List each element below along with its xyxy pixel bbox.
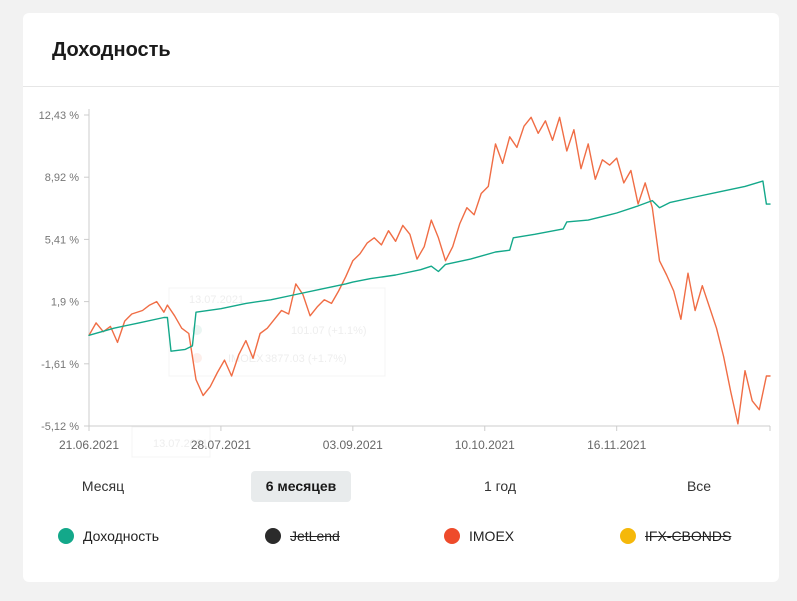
y-tick-label: 8,92 % [45, 172, 79, 184]
legend-item-jetlend[interactable]: JetLend [265, 525, 340, 547]
legend-label: IMOEX [469, 528, 515, 544]
x-tick-label: 10.10.2021 [455, 438, 515, 452]
x-tick-label: 28.07.2021 [191, 438, 251, 452]
legend-dot-icon [444, 528, 460, 544]
legend-label: IFX-CBONDS [645, 528, 732, 544]
period-button-all[interactable]: Все [686, 478, 712, 494]
legend-item-imoex[interactable]: IMOEX [444, 525, 514, 547]
legend-label: JetLend [290, 528, 340, 544]
x-tick-label: 16.11.2021 [587, 438, 646, 452]
card-title: Доходность [52, 39, 171, 61]
legend-item-dokhodnost[interactable]: Доходность [58, 525, 159, 547]
legend-item-ifx-cbonds[interactable]: IFX-CBONDS [620, 525, 731, 547]
ghost-tooltip-date: 13.07.2021 [189, 294, 244, 306]
y-tick-label: 1,9 % [51, 297, 79, 309]
period-selector: Месяц 6 месяцев 1 год Все [23, 471, 779, 503]
y-tick-label: 12,43 % [39, 110, 80, 122]
header-divider [23, 86, 779, 87]
ghost-date-pill [131, 426, 211, 458]
legend-dot-icon [58, 528, 74, 544]
yield-card: Доходность 13.07.2021 101.07 (+1.1%) IMO… [23, 13, 779, 582]
yield-chart[interactable]: 13.07.2021 101.07 (+1.1%) IMOEX 3877.03 … [23, 13, 779, 463]
x-tick-label: 03.09.2021 [323, 438, 383, 452]
legend-dot-icon [265, 528, 281, 544]
series-layer [88, 116, 771, 425]
y-tick-label: 5,41 % [45, 234, 79, 246]
ghost-tooltip-dot-2 [192, 353, 202, 363]
period-button-6-months[interactable]: 6 месяцев [251, 471, 351, 502]
y-tick-label: -5,12 % [41, 421, 79, 433]
ghost-tooltip-row-2-name: IMOEX [228, 353, 264, 365]
x-axis: 21.06.2021 28.07.2021 03.09.2021 10.10.2021… [59, 425, 771, 452]
period-button-1-year[interactable]: 1 год [483, 478, 517, 494]
y-axis: 12,43 % 8,92 % 5,41 % 1,9 % -1,61 % -5,12 % [39, 109, 90, 433]
ghost-tooltip-row-2: 3877.03 (+1.7%) [265, 353, 347, 365]
chart-legend: Доходность JetLend IMOEX IFX-CBONDS [23, 525, 779, 547]
legend-label: Доходность [83, 528, 159, 544]
ghost-tooltip: 13.07.2021 101.07 (+1.1%) IMOEX 3877.03 … [131, 287, 386, 458]
x-tick-label: 21.06.2021 [59, 438, 119, 452]
ghost-date-pill-label: 13.07.2021 [153, 438, 208, 450]
series-line-dokhodnost [88, 180, 771, 352]
series-line-imoex [88, 116, 771, 425]
y-tick-label: -1,61 % [41, 359, 79, 371]
period-button-month[interactable]: Месяц [81, 478, 125, 494]
ghost-tooltip-row-1: 101.07 (+1.1%) [291, 325, 367, 337]
legend-dot-icon [620, 528, 636, 544]
